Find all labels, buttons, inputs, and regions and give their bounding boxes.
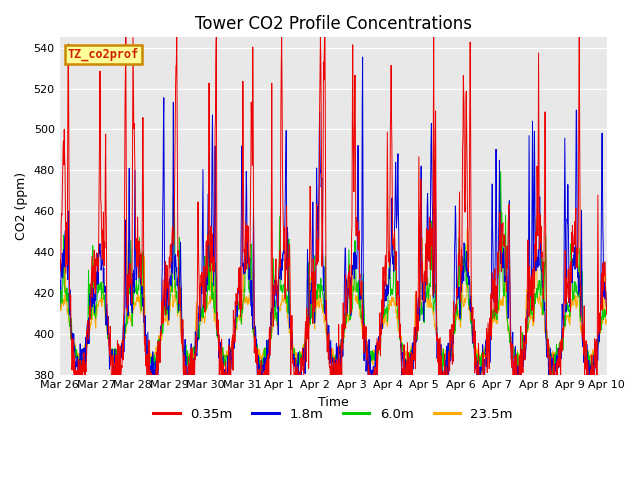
Legend: 0.35m, 1.8m, 6.0m, 23.5m: 0.35m, 1.8m, 6.0m, 23.5m <box>148 402 518 426</box>
Text: TZ_co2prof: TZ_co2prof <box>68 48 139 61</box>
X-axis label: Time: Time <box>318 396 349 408</box>
Y-axis label: CO2 (ppm): CO2 (ppm) <box>15 172 28 240</box>
Title: Tower CO2 Profile Concentrations: Tower CO2 Profile Concentrations <box>195 15 472 33</box>
